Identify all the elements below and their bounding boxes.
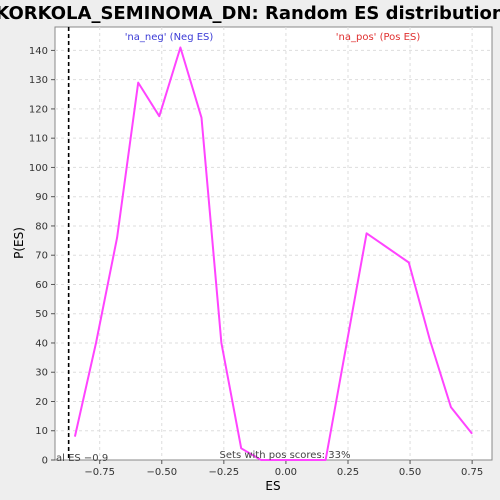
series-layer [73, 46, 473, 461]
y-tick-label: 80 [35, 221, 48, 232]
plot-area [54, 26, 493, 461]
y-tick-label: 140 [29, 46, 48, 57]
y-axis: 0 10 20 30 40 50 60 70 80 90 100 110 120 130 140 [29, 46, 55, 467]
actual-es-annotation: al ES −0.9 [56, 453, 108, 464]
x-axis: −0.75 −0.50 −0.25 0.00 0.25 0.50 0.75 [84, 460, 483, 478]
x-tick-label: 0.50 [399, 467, 421, 478]
y-tick-label: 20 [35, 397, 48, 408]
y-axis-label: P(ES) [12, 227, 26, 259]
grid-lines [55, 27, 492, 460]
x-tick-label: −0.25 [209, 467, 240, 478]
legend-pos-label: 'na_pos' (Pos ES) [336, 32, 421, 43]
pos-scores-annotation: Sets with pos scores: 33% [220, 450, 351, 461]
y-tick-label: 110 [29, 134, 48, 145]
series-line [73, 46, 473, 461]
y-tick-label: 100 [29, 163, 48, 174]
y-tick-label: 0 [42, 456, 48, 467]
x-tick-label: −0.75 [84, 467, 115, 478]
legend-neg-label: 'na_neg' (Neg ES) [125, 32, 214, 43]
chart-title: KORKOLA_SEMINOMA_DN: Random ES distribut… [0, 3, 500, 24]
y-tick-label: 120 [29, 104, 48, 115]
y-tick-label: 90 [35, 192, 48, 203]
x-tick-label: 0.25 [337, 467, 359, 478]
y-tick-label: 30 [35, 368, 48, 379]
x-tick-label: 0.00 [275, 467, 297, 478]
y-tick-label: 130 [29, 75, 48, 86]
y-tick-label: 70 [35, 251, 48, 262]
x-tick-label: 0.75 [461, 467, 483, 478]
y-tick-label: 10 [35, 426, 48, 437]
x-tick-label: −0.50 [146, 467, 177, 478]
y-tick-label: 60 [35, 280, 48, 291]
y-tick-label: 50 [35, 309, 48, 320]
x-axis-label: ES [265, 479, 280, 493]
y-tick-label: 40 [35, 338, 48, 349]
